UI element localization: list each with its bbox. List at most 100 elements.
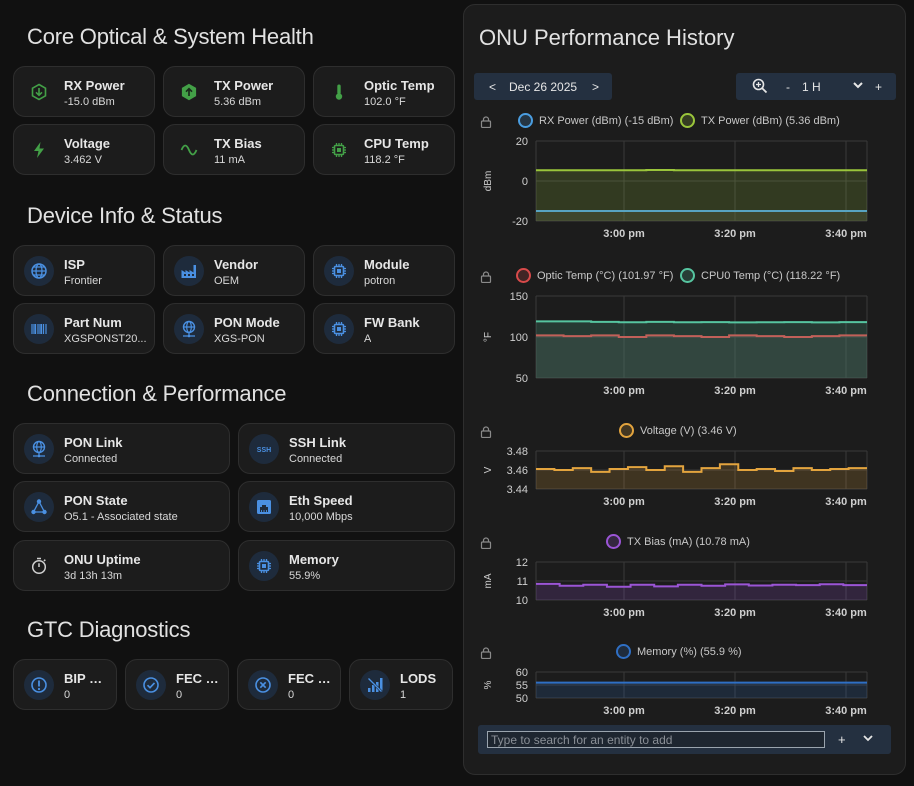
tile-name: BIP Er... — [64, 671, 110, 686]
y-tick-label: 55 — [516, 680, 528, 692]
x-tick-label: 3:40 pm — [825, 228, 867, 240]
chart-plot[interactable]: 3.48 3.46 3.44 V 3:00 pm 3:20 pm 3:40 pm — [464, 423, 907, 519]
factory-icon — [174, 256, 204, 286]
legend-swatch — [680, 113, 695, 128]
legend-swatch — [606, 534, 621, 549]
y-axis-label: V — [483, 466, 494, 473]
tile-name: Memory — [289, 552, 339, 567]
zoom-minus-button[interactable]: - — [786, 80, 790, 94]
history-chart-3: Voltage (V) (3.46 V) 3.48 3.46 3.44 V 3:00 pm… — [464, 423, 907, 519]
lock-icon[interactable] — [480, 270, 492, 284]
tile-fec-c[interactable]: FEC C... 0 — [125, 659, 229, 710]
legend-item[interactable]: CPU0 Temp (°C) (118.22 °F) — [680, 268, 840, 283]
next-date-button[interactable]: > — [592, 80, 600, 94]
lock-icon[interactable] — [480, 646, 492, 660]
y-axis-label: mA — [483, 573, 494, 588]
legend-item[interactable]: Optic Temp (°C) (101.97 °F) — [516, 268, 673, 283]
legend-swatch — [516, 268, 531, 283]
series-area — [536, 583, 867, 600]
prev-date-button[interactable]: < — [489, 80, 497, 94]
legend-label: Memory (%) (55.9 %) — [637, 646, 742, 658]
tile-tx-power[interactable]: TX Power 5.36 dBm — [163, 66, 305, 117]
tile-optic-temp[interactable]: Optic Temp 102.0 °F — [313, 66, 455, 117]
tile-module[interactable]: Module potron — [313, 245, 455, 296]
y-tick-label: 100 — [510, 332, 528, 344]
tile-ssh-link[interactable]: SSH SSH Link Connected — [238, 423, 455, 474]
y-tick-label: 3.48 — [507, 446, 528, 458]
tile-value: 55.9% — [289, 570, 321, 582]
legend-item[interactable]: Memory (%) (55.9 %) — [616, 644, 742, 659]
series-area — [536, 321, 867, 378]
sine-wave-icon — [174, 135, 204, 165]
tile-isp[interactable]: ISP Frontier — [13, 245, 155, 296]
tile-value: 1 — [400, 689, 407, 701]
timer-icon — [24, 551, 54, 581]
chart-plot[interactable]: 20 0 -20 dBm 3:00 pm 3:20 pm 3:40 pm — [464, 113, 907, 251]
chart-plot[interactable]: 150 100 50 °F 3:00 pm 3:20 pm 3:40 pm — [464, 268, 907, 408]
x-tick-label: 3:00 pm — [603, 705, 645, 717]
tile-pon-mode[interactable]: PON Mode XGS-PON — [163, 303, 305, 354]
tile-bip-er[interactable]: BIP Er... 0 — [13, 659, 117, 710]
y-axis-label: dBm — [483, 171, 494, 192]
date-label[interactable]: Dec 26 2025 — [509, 80, 578, 94]
lock-icon[interactable] — [480, 425, 492, 439]
series-area — [536, 464, 867, 489]
legend-swatch — [616, 644, 631, 659]
tile-rx-power[interactable]: RX Power -15.0 dBm — [13, 66, 155, 117]
tile-memory[interactable]: Memory 55.9% — [238, 540, 455, 591]
legend-item[interactable]: RX Power (dBm) (-15 dBm) — [518, 113, 673, 128]
tile-name: PON Mode — [214, 315, 280, 330]
y-tick-label: 60 — [516, 667, 528, 679]
legend-item[interactable]: TX Bias (mA) (10.78 mA) — [606, 534, 750, 549]
series-line — [536, 463, 867, 473]
y-axis-label: °F — [483, 332, 494, 342]
tile-pon-state[interactable]: PON State O5.1 - Associated state — [13, 481, 230, 532]
tile-name: RX Power — [64, 78, 125, 93]
add-entity-button[interactable]: + — [838, 732, 846, 747]
tile-value: 102.0 °F — [364, 96, 406, 108]
tile-fec-u[interactable]: FEC U... 0 — [237, 659, 341, 710]
entity-search-input[interactable] — [487, 731, 825, 748]
tile-name: SSH Link — [289, 435, 347, 450]
lightning-icon — [24, 135, 54, 165]
tile-cpu-temp[interactable]: CPU Temp 118.2 °F — [313, 124, 455, 175]
history-chart-1: RX Power (dBm) (-15 dBm) TX Power (dBm) (… — [464, 113, 907, 251]
tile-name: FW Bank — [364, 315, 420, 330]
tile-lods[interactable]: LODS 1 — [349, 659, 453, 710]
chart-plot[interactable]: 12 11 10 mA 3:00 pm 3:20 pm 3:40 pm — [464, 534, 907, 630]
legend-item[interactable]: Voltage (V) (3.46 V) — [619, 423, 737, 438]
tile-onu-uptime[interactable]: ONU Uptime 3d 13h 13m — [13, 540, 230, 591]
zoom-icon[interactable] — [752, 78, 768, 97]
tile-name: ONU Uptime — [64, 552, 141, 567]
tile-vendor[interactable]: Vendor OEM — [163, 245, 305, 296]
signal-off-icon — [360, 670, 390, 700]
lock-icon[interactable] — [480, 115, 492, 129]
tile-fw-bank[interactable]: FW Bank A — [313, 303, 455, 354]
range-select[interactable]: 1 H — [802, 80, 821, 94]
date-navigator: < Dec 26 2025 > — [474, 73, 612, 100]
tile-part-num[interactable]: Part Num XGSPONST20... — [13, 303, 155, 354]
series-area — [536, 170, 867, 221]
x-tick-label: 3:40 pm — [825, 385, 867, 397]
chip-icon — [324, 314, 354, 344]
tile-voltage[interactable]: Voltage 3.462 V — [13, 124, 155, 175]
legend-item[interactable]: TX Power (dBm) (5.36 dBm) — [680, 113, 840, 128]
tile-tx-bias[interactable]: TX Bias 11 mA — [163, 124, 305, 175]
expand-icon[interactable] — [862, 732, 874, 747]
legend-label: Optic Temp (°C) (101.97 °F) — [537, 270, 674, 282]
x-tick-label: 3:20 pm — [714, 607, 756, 619]
y-tick-label: 3.44 — [507, 484, 528, 496]
chevron-down-icon[interactable] — [852, 79, 864, 94]
lock-icon[interactable] — [480, 536, 492, 550]
zoom-plus-button[interactable]: + — [875, 80, 883, 94]
tile-value: 10,000 Mbps — [289, 511, 353, 523]
globe-network-icon — [174, 314, 204, 344]
tile-name: PON Link — [64, 435, 123, 450]
tile-name: TX Bias — [214, 136, 262, 151]
chip-icon — [324, 135, 354, 165]
tile-value: 0 — [288, 689, 295, 701]
tile-pon-link[interactable]: PON Link Connected — [13, 423, 230, 474]
y-tick-label: 10 — [516, 595, 528, 607]
tile-eth-speed[interactable]: Eth Speed 10,000 Mbps — [238, 481, 455, 532]
